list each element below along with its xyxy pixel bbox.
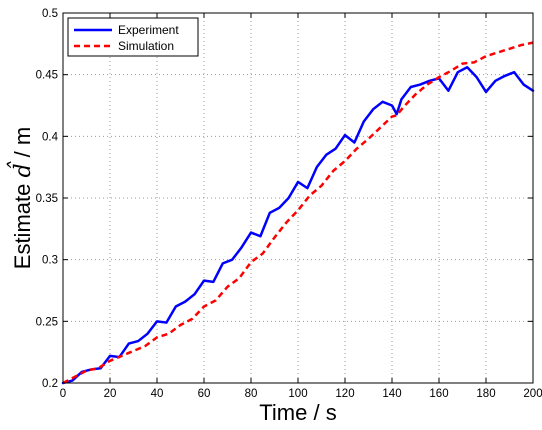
x-tick-label: 100	[288, 388, 307, 400]
y-tick-label: 0.45	[36, 70, 58, 82]
x-tick-labels: 0 20 40 60 80 100 120 140 160 180 200	[60, 388, 542, 400]
x-tick-label: 200	[523, 388, 542, 400]
axis-ticks	[62, 12, 534, 384]
y-tick-label: 0.35	[36, 193, 58, 205]
series-line-experiment	[61, 66, 535, 385]
y-axis-title-prefix: Estimate	[10, 178, 35, 270]
y-axis-title: Estimate d̂ / m	[7, 127, 36, 269]
legend-label-experiment: Experiment	[118, 23, 179, 37]
data-series	[61, 41, 535, 385]
x-tick-label: 0	[60, 388, 66, 400]
y-tick-label: 0.2	[42, 378, 58, 390]
x-tick-label: 160	[429, 388, 448, 400]
x-tick-label: 60	[198, 388, 211, 400]
x-axis-title: Time / s	[259, 400, 336, 425]
y-tick-label: 0.5	[42, 8, 58, 20]
y-tick-label: 0.25	[36, 316, 58, 328]
y-tick-label: 0.4	[42, 131, 59, 143]
x-tick-label: 20	[104, 388, 117, 400]
legend: Experiment Simulation	[67, 17, 199, 57]
y-tick-label: 0.3	[42, 255, 58, 267]
y-axis-title-symbol: d̂	[7, 161, 36, 178]
x-tick-label: 120	[335, 388, 354, 400]
legend-label-simulation: Simulation	[118, 39, 174, 53]
x-tick-label: 140	[382, 388, 401, 400]
x-tick-label: 40	[151, 388, 164, 400]
y-axis-title-suffix: / m	[10, 127, 35, 164]
legend-box	[67, 17, 199, 57]
x-tick-label: 180	[476, 388, 495, 400]
y-tick-labels: 0.2 0.25 0.3 0.35 0.4 0.45 0.5	[36, 8, 59, 390]
grid-lines	[63, 13, 533, 383]
x-tick-label: 80	[245, 388, 258, 400]
